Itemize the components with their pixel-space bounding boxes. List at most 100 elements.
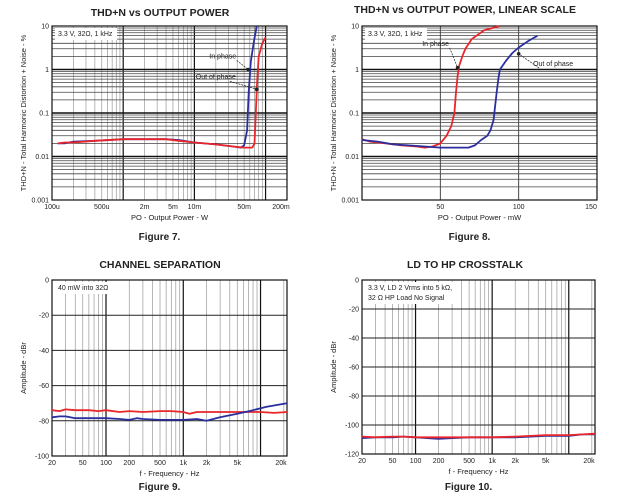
y-tick-label: 0.001 bbox=[341, 198, 359, 205]
y-tick-label: 1 bbox=[45, 67, 49, 74]
y-tick-label: 10 bbox=[41, 24, 49, 31]
chart-title: THD+N vs OUTPUT POWER, LINEAR SCALE bbox=[354, 4, 576, 16]
annotation-label: In phase bbox=[209, 53, 236, 60]
note-background bbox=[365, 282, 453, 304]
annotation: In phase bbox=[422, 41, 460, 70]
x-tick-label: 20k bbox=[275, 460, 287, 467]
note-text: 3.3 V, 32Ω, 1 kHz bbox=[368, 31, 423, 38]
x-tick-label: 200 bbox=[433, 458, 445, 465]
x-tick-label: 1k bbox=[488, 458, 496, 465]
annotation-arrow bbox=[236, 60, 249, 70]
y-axis-label: Amplitude - dBr bbox=[329, 341, 338, 393]
x-tick-label: 150 bbox=[585, 204, 597, 211]
chart-title: THD+N vs OUTPUT POWER bbox=[91, 7, 230, 19]
note-text: 32 Ω HP Load No Signal bbox=[368, 295, 445, 302]
y-tick-label: -80 bbox=[349, 394, 359, 401]
chart-3: 40 mW into 32Ω 20 50 100 200 500 1k 2k 5k 20k -100… bbox=[19, 259, 288, 493]
plot-frame bbox=[361, 279, 596, 455]
x-tick-label: 1k bbox=[180, 460, 188, 467]
x-tick-label: 5k bbox=[542, 458, 550, 465]
note-background bbox=[55, 28, 117, 40]
x-tick-label: 5k bbox=[234, 460, 242, 467]
chart-4: 3.3 V, LD 2 Vrms into 5 kΩ, 32 Ω HP Load … bbox=[329, 259, 596, 493]
series-line-channel-b bbox=[51, 402, 288, 422]
figure-caption: Figure 10. bbox=[445, 482, 492, 493]
x-axis-label: f - Frequency - Hz bbox=[448, 467, 508, 476]
figure-caption: Figure 9. bbox=[139, 482, 181, 493]
chart-2: 3.3 V, 32Ω, 1 kHz In phase Out of phase 50 1… bbox=[329, 4, 598, 243]
arrowhead-icon bbox=[254, 87, 259, 92]
x-tick-label: 2k bbox=[512, 458, 520, 465]
x-tick-label: 500 bbox=[463, 458, 475, 465]
x-tick-label: 100u bbox=[44, 204, 60, 211]
x-tick-label: 10m bbox=[188, 204, 202, 211]
x-tick-label: 100 bbox=[513, 204, 525, 211]
plot-frame bbox=[361, 25, 598, 201]
plot-frame bbox=[51, 279, 288, 457]
condition-note: 3.3 V, 32Ω, 1 kHz bbox=[365, 28, 427, 40]
x-tick-label: 500 bbox=[154, 460, 166, 467]
annotation: Out of phase bbox=[516, 51, 573, 69]
y-tick-label: -20 bbox=[39, 313, 49, 320]
y-tick-label: 0.01 bbox=[345, 154, 359, 161]
x-tick-label: 20k bbox=[583, 458, 595, 465]
y-tick-label: 0.001 bbox=[31, 198, 49, 205]
annotation-arrow bbox=[449, 47, 458, 68]
chart-title: CHANNEL SEPARATION bbox=[99, 259, 220, 271]
x-tick-label: 50 bbox=[436, 204, 444, 211]
y-axis-label: THD+N - Total Harmonic Distortion + Nois… bbox=[329, 34, 338, 191]
annotation-arrow bbox=[518, 53, 540, 69]
y-axis-label: Amplitude - dBr bbox=[19, 342, 28, 394]
annotation-label: Out of phase bbox=[533, 61, 573, 68]
x-tick-label: 100 bbox=[100, 460, 112, 467]
x-axis-label: PO - Output Power - mW bbox=[438, 213, 522, 222]
y-tick-label: -40 bbox=[349, 336, 359, 343]
y-tick-label: -80 bbox=[39, 418, 49, 425]
series-line-out-of-phase bbox=[57, 36, 267, 149]
y-tick-label: 10 bbox=[351, 24, 359, 31]
x-tick-label: 100 bbox=[410, 458, 422, 465]
grid bbox=[362, 26, 597, 200]
x-tick-label: 2k bbox=[203, 460, 211, 467]
series-line-channel-a bbox=[51, 408, 288, 415]
x-tick-label: 2m bbox=[140, 204, 150, 211]
x-tick-label: 5m bbox=[168, 204, 178, 211]
annotation-label: In phase bbox=[422, 41, 449, 48]
y-tick-label: 1 bbox=[355, 67, 359, 74]
y-tick-label: -20 bbox=[349, 307, 359, 314]
note-text: 3.3 V, 32Ω, 1 kHz bbox=[58, 31, 113, 38]
x-tick-label: 200 bbox=[123, 460, 135, 467]
y-tick-label: -60 bbox=[349, 365, 359, 372]
arrowhead-icon bbox=[455, 65, 460, 70]
series-line-channel-b bbox=[361, 432, 596, 439]
x-tick-label: 500u bbox=[94, 204, 110, 211]
x-tick-label: 50 bbox=[79, 460, 87, 467]
note-background bbox=[55, 282, 117, 294]
series-line-out-of-phase bbox=[361, 34, 538, 149]
y-tick-label: -60 bbox=[39, 383, 49, 390]
y-tick-label: -100 bbox=[35, 454, 49, 461]
arrowhead-icon bbox=[246, 67, 250, 72]
y-tick-label: 0.1 bbox=[39, 111, 49, 118]
note-text: 40 mW into 32Ω bbox=[58, 285, 108, 292]
grid bbox=[52, 280, 287, 456]
y-tick-label: -100 bbox=[345, 423, 359, 430]
y-tick-label: 0.01 bbox=[35, 154, 49, 161]
condition-note: 3.3 V, 32Ω, 1 kHz bbox=[55, 28, 117, 40]
note-background bbox=[365, 28, 427, 40]
y-tick-label: -120 bbox=[345, 452, 359, 459]
grid bbox=[362, 280, 595, 454]
plot-frame bbox=[51, 25, 288, 201]
x-axis-label: f - Frequency - Hz bbox=[139, 469, 199, 478]
annotation: Out of phase bbox=[196, 74, 259, 92]
x-tick-label: 20 bbox=[48, 460, 56, 467]
y-tick-label: 0 bbox=[355, 278, 359, 285]
x-axis-label: PO - Output Power - W bbox=[131, 213, 209, 222]
y-tick-label: 0.1 bbox=[349, 111, 359, 118]
condition-note: 40 mW into 32Ω bbox=[55, 282, 117, 294]
condition-note: 3.3 V, LD 2 Vrms into 5 kΩ, 32 Ω HP Load … bbox=[365, 282, 453, 304]
x-tick-label: 50 bbox=[389, 458, 397, 465]
